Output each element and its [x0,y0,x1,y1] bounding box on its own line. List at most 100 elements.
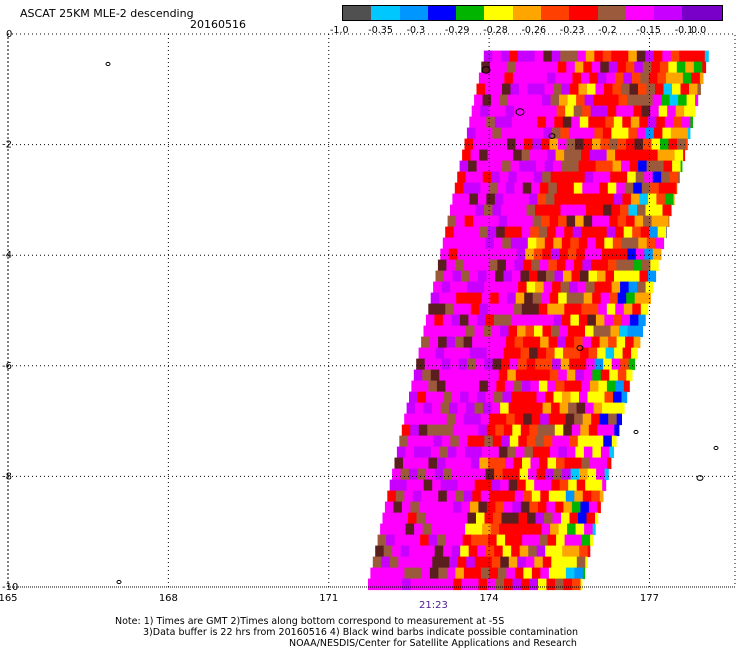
swath-cell [552,512,562,525]
swath-cell [538,380,548,393]
swath-cell [559,556,569,569]
swath-cell [446,259,456,272]
colorbar-segment [512,6,541,20]
swath-cell [568,127,578,140]
swath-cell [419,578,428,591]
swath-cell [661,94,671,107]
swath-cell [545,193,555,206]
swath-cell [650,259,659,272]
swath-cell [427,347,437,360]
colorbar-segment [682,6,722,20]
swath-cell [632,226,642,239]
swath-cell [573,259,583,272]
swath-cell [590,105,600,118]
swath-cell [517,127,527,140]
swath-cell [570,545,580,558]
swath-cell [558,292,568,305]
swath-cell [538,303,548,316]
swath-cell [440,325,450,338]
swath-cell [426,468,436,481]
swath-cell [438,413,448,426]
swath-cell [411,380,421,393]
swath-cell [447,446,457,459]
swath-cell [389,479,399,492]
swath-cell [493,314,503,327]
swath-cell [474,248,484,261]
swath-cell [522,534,532,547]
swath-cell [634,215,644,228]
swath-cell [540,61,550,74]
swath-cell [412,490,422,503]
swath-cell [464,369,474,382]
swath-cell [488,259,498,272]
swath-cell [577,435,587,448]
swath-cell [404,413,414,426]
swath-cell [544,314,554,327]
swath-cell [561,83,571,96]
swath-cell [541,446,551,459]
swath-cell [491,479,501,492]
swath-cell [571,501,581,514]
swath-cell [647,116,657,129]
swath-cell [504,578,513,591]
swath-cell [501,512,511,525]
swath-cell [533,248,543,261]
swath-cell [623,303,633,316]
swath-cell [514,336,524,349]
swath-cell [574,61,584,74]
swath-cell [497,567,507,580]
swath-cell [537,270,547,283]
swath-cell [483,50,493,63]
swath-cell [479,380,489,393]
swath-cell [610,248,620,261]
swath-cell [662,127,672,140]
swath-cell [665,72,675,85]
swath-cell [686,94,696,107]
swath-cell [604,391,614,404]
swath-cell [543,204,553,217]
x-tick-label: 168 [159,593,178,604]
swath-cell [652,94,662,107]
swath-cell [564,226,574,239]
swath-cell [568,479,578,492]
swath-cell [556,182,566,195]
swath-cell [481,215,491,228]
swath-cell [635,248,645,261]
swath-cell [383,545,393,558]
swath-cell [546,72,556,85]
swath-cell [629,314,639,327]
swath-cell [584,94,594,107]
swath-cell [527,314,537,327]
swath-cell [657,72,667,85]
swath-cell [596,468,606,481]
swath-cell [601,171,611,184]
swath-cell [395,490,405,503]
swath-cell [574,413,584,426]
swath-cell [429,336,439,349]
swath-cell [577,358,587,371]
swath-cell [490,138,499,151]
swath-cell [596,116,606,129]
swath-cell [516,248,526,261]
swath-cell [503,116,513,129]
colorbar-segment [343,6,372,20]
swath-cell [605,347,615,360]
swath-cell [587,83,596,96]
swath-cell [426,391,435,404]
swath-cell [368,578,377,591]
swath-cell [469,270,479,283]
swath-cell [520,116,530,129]
footnote-line-1: Note: 1) Times are GMT 2)Times along bot… [115,616,505,627]
swath-cell [598,303,608,316]
swath-cell [459,314,469,327]
swath-cell [447,369,457,382]
swath-cell [496,534,506,547]
swath-cell [493,160,503,173]
swath-cell [504,72,514,85]
swath-cell [468,468,478,481]
swath-cell [433,281,443,294]
swath-cell [497,336,507,349]
swath-cell [494,193,504,206]
swath-cell [480,567,490,580]
swath-cell [418,347,428,360]
